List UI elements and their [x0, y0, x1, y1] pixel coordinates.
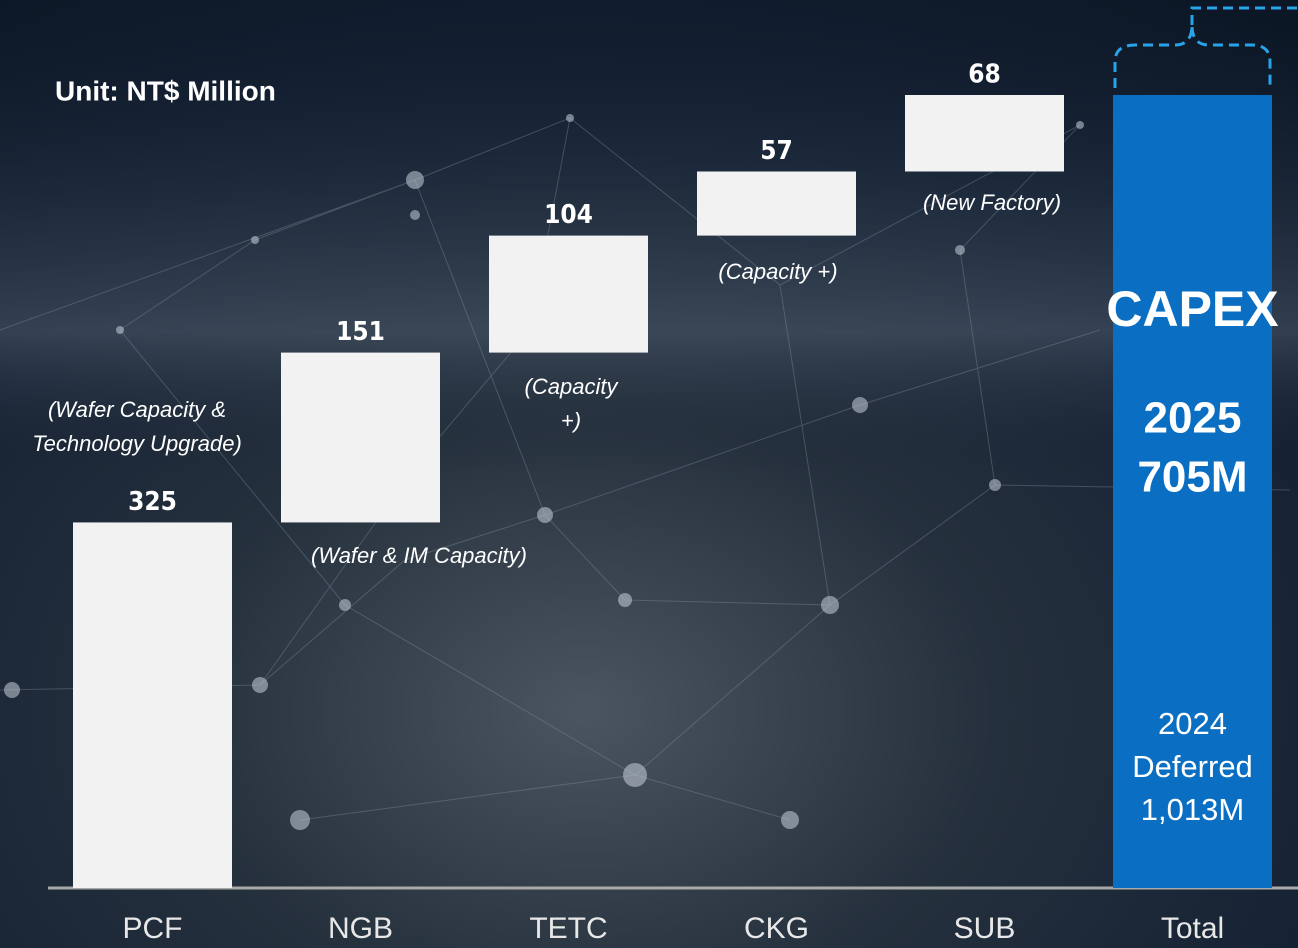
bar	[905, 95, 1064, 171]
x-tick-label: Total	[1161, 912, 1224, 945]
deferred-label: 1,013M	[1141, 792, 1244, 827]
annotation: Technology Upgrade)	[32, 431, 242, 456]
annotation: (Capacity	[525, 374, 620, 399]
x-tick-label: PCF	[123, 912, 183, 945]
total-year: 2025	[1144, 394, 1242, 443]
annotation: (Wafer Capacity &	[48, 397, 226, 422]
value-label: 325	[128, 487, 177, 517]
value-label: 57	[760, 136, 793, 166]
x-tick-label: SUB	[954, 912, 1016, 945]
total-title: CAPEX	[1106, 281, 1278, 337]
deferred-label: Deferred	[1132, 749, 1253, 784]
bar	[489, 236, 648, 353]
bar	[73, 522, 232, 888]
x-tick-label: NGB	[328, 912, 393, 945]
annotation: (Capacity +)	[718, 259, 837, 284]
chart: Unit: NT$ Million 325 PCF (Wafer Capacity …	[0, 0, 1298, 948]
annotation: (Wafer & IM Capacity)	[311, 543, 527, 568]
value-label: 68	[968, 60, 1001, 90]
annotation: +)	[561, 408, 581, 433]
value-label: 151	[336, 317, 385, 347]
unit-label: Unit: NT$ Million	[55, 75, 276, 106]
value-label: 104	[544, 200, 593, 230]
x-tick-label: TETC	[529, 912, 607, 945]
total-value-label: 705M	[1137, 453, 1247, 502]
bar	[281, 353, 440, 523]
deferred-label: 2024	[1158, 706, 1227, 741]
x-tick-label: CKG	[744, 912, 809, 945]
annotation: (New Factory)	[923, 190, 1061, 215]
bar	[697, 171, 856, 235]
